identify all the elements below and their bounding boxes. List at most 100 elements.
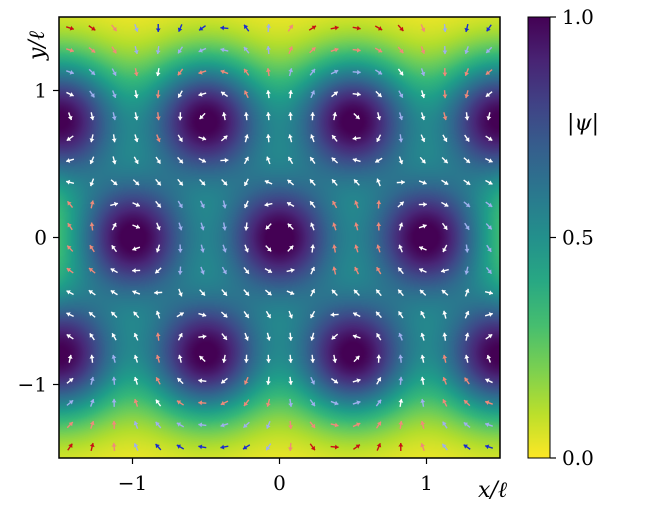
quiver-arrow-head <box>290 268 295 273</box>
quiver-arrow-head <box>220 47 225 53</box>
quiver-arrow-head <box>198 91 203 97</box>
quiver-arrow-head <box>66 290 71 295</box>
quiver-arrow-head <box>110 290 116 295</box>
quiver-arrow-head <box>176 400 182 405</box>
quiver-arrow-head <box>111 311 116 317</box>
quiver-arrow-head <box>376 377 382 382</box>
quiver-arrow-head <box>399 201 404 206</box>
quiver-arrow-head <box>376 116 382 121</box>
quiver-arrow-head <box>69 47 74 53</box>
quiver-arrow-head <box>333 379 338 384</box>
quiver-arrow-head <box>287 202 292 207</box>
quiver-arrow-head <box>353 312 358 317</box>
x-axis-label: x/ℓ <box>478 478 508 503</box>
quiver-arrow-head <box>487 334 493 339</box>
quiver-arrow-head <box>177 270 183 275</box>
quiver-arrow-head <box>178 333 183 338</box>
quiver-arrow-head <box>111 376 117 381</box>
quiver-arrow-head <box>89 116 95 121</box>
quiver-arrow-head <box>243 401 249 407</box>
quiver-arrow-head <box>176 444 182 449</box>
quiver-arrow-head <box>133 443 139 448</box>
x-axis-ticks: −1 0 1 <box>118 458 433 495</box>
quiver-arrow-head <box>266 446 271 451</box>
quiver-arrow-head <box>111 354 117 359</box>
quiver-arrow-head <box>288 134 293 139</box>
quiver-arrow-head <box>89 181 95 187</box>
quiver-arrow-head <box>198 400 203 406</box>
quiver-arrow-head <box>310 68 316 74</box>
quiver-arrow-head <box>464 270 470 275</box>
quiver-arrow-head <box>310 201 315 206</box>
quiver-arrow-head <box>132 268 136 274</box>
quiver-arrow-head <box>244 248 249 253</box>
quiver-arrow-head <box>443 180 449 185</box>
heatmap-area <box>59 17 500 458</box>
quiver-arrow-head <box>420 71 426 76</box>
quiver-arrow-head <box>178 159 183 164</box>
quiver-arrow-head <box>420 27 426 32</box>
quiver-arrow-head <box>155 443 160 449</box>
quiver-arrow-head <box>111 245 116 250</box>
quiver-arrow-head <box>155 377 161 382</box>
quiver-arrow-head <box>223 313 228 318</box>
quiver-arrow-head <box>444 202 449 207</box>
quiver-arrow-head <box>200 291 206 296</box>
quiver-arrow-head <box>375 158 380 163</box>
quiver-arrow-head <box>177 27 183 32</box>
quiver-arrow-head <box>310 134 315 139</box>
quiver-arrow-head <box>200 248 205 253</box>
colorbar-tick-label: 1.0 <box>562 5 594 29</box>
quiver-arrow-head <box>485 444 490 450</box>
quiver-arrow-head <box>288 336 294 341</box>
colorbar: 0.0 0.5 1.0 |ψ| <box>527 5 599 470</box>
quiver-arrow-head <box>243 203 249 209</box>
quiver-arrow-head <box>423 201 427 207</box>
quiver-arrow-head <box>288 425 294 429</box>
quiver-arrow-head <box>354 200 359 205</box>
quiver-arrow-head <box>442 443 447 449</box>
quiver-arrow-head <box>89 138 95 143</box>
quiver-arrow-head <box>111 333 117 338</box>
quiver-arrow-head <box>377 70 383 75</box>
quiver-arrow-head <box>487 225 492 230</box>
quiver-arrow-head <box>133 399 139 404</box>
quiver-arrow-head <box>376 267 381 272</box>
quiver-arrow-head <box>220 422 225 428</box>
quiver-arrow-head <box>243 359 249 363</box>
quiver-arrow-head <box>66 158 71 163</box>
quiver-arrow-head <box>398 311 403 316</box>
quiver-arrow-head <box>244 181 249 186</box>
quiver-arrow-head <box>224 157 229 163</box>
quiver-arrow-head <box>332 358 338 363</box>
quiver-arrow-head <box>442 377 447 382</box>
quiver-arrow-head <box>155 421 160 427</box>
quiver-arrow-head <box>488 180 493 185</box>
quiver-arrow-head <box>112 71 117 76</box>
quiver-arrow-head <box>465 180 471 185</box>
quiver-arrow-head <box>465 225 470 230</box>
quiver-arrow-head <box>89 312 94 317</box>
quiver-arrow-head <box>464 354 470 359</box>
quiver-arrow-head <box>398 398 404 403</box>
quiver-arrow-head <box>200 203 205 209</box>
quiver-arrow-head <box>288 403 294 407</box>
quiver-arrow-head <box>221 91 226 96</box>
quiver-arrow-head <box>133 354 139 360</box>
quiver-arrow-head <box>199 355 204 361</box>
quiver-arrow-head <box>244 291 250 296</box>
quiver-arrow-head <box>398 222 404 227</box>
quiver-arrow-head <box>288 314 293 319</box>
quiver-arrow-head <box>89 399 95 404</box>
quiver-arrow-head <box>155 28 161 33</box>
quiver-arrow-head <box>198 444 203 450</box>
quiver-arrow-head <box>133 116 139 121</box>
quiver-arrow-head <box>68 400 74 405</box>
quiver-arrow-head <box>266 156 271 161</box>
quiver-arrow-head <box>442 421 447 426</box>
quiver-arrow-head <box>332 200 337 206</box>
quiver-arrow-head <box>356 422 361 427</box>
quiver-arrow-head <box>67 245 72 250</box>
quiver-arrow-head <box>155 248 161 253</box>
quiver-arrow-head <box>398 420 404 425</box>
